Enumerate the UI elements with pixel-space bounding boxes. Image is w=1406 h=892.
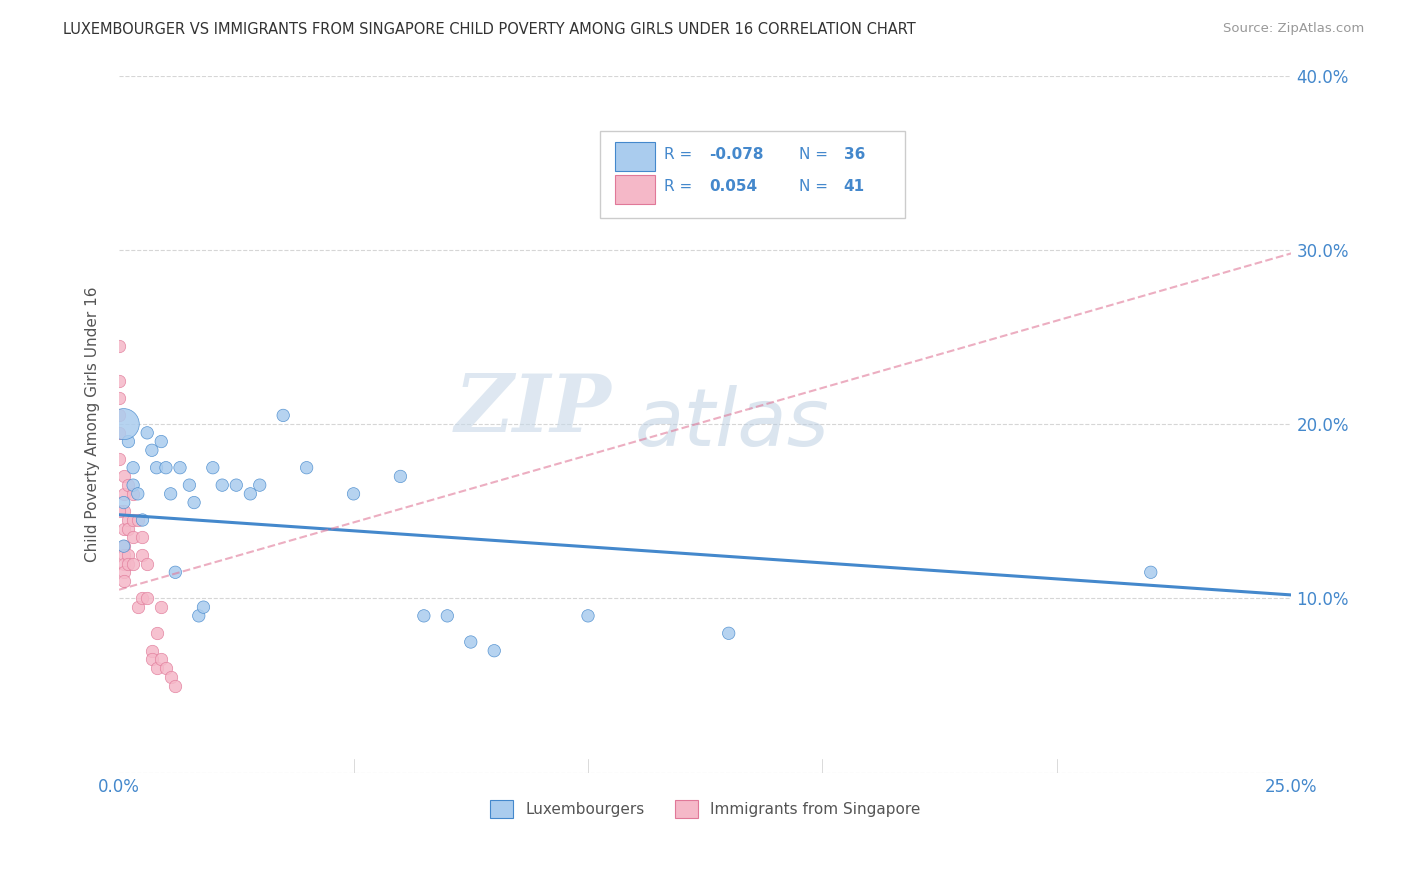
Text: atlas: atlas xyxy=(636,385,830,463)
Point xyxy=(412,608,434,623)
Point xyxy=(717,626,740,640)
Point xyxy=(112,495,135,509)
Point xyxy=(136,425,159,440)
Point xyxy=(165,566,187,580)
Point xyxy=(127,513,149,527)
Point xyxy=(108,425,131,440)
Point xyxy=(141,652,163,666)
Point xyxy=(117,434,139,449)
Point xyxy=(117,522,139,536)
Point xyxy=(122,460,145,475)
Point xyxy=(108,391,131,405)
Point xyxy=(169,460,191,475)
Point xyxy=(127,487,149,501)
FancyBboxPatch shape xyxy=(614,142,655,171)
Point xyxy=(131,591,153,606)
Text: -0.078: -0.078 xyxy=(709,146,763,161)
Point xyxy=(117,513,139,527)
Point xyxy=(136,557,159,571)
FancyBboxPatch shape xyxy=(600,131,904,219)
Point xyxy=(225,478,247,492)
Point xyxy=(249,478,271,492)
Point xyxy=(122,530,145,544)
Point xyxy=(155,661,177,675)
Point xyxy=(122,487,145,501)
Point xyxy=(141,443,163,458)
Point xyxy=(112,574,135,588)
Point xyxy=(112,539,135,553)
Point xyxy=(108,409,131,423)
Point xyxy=(1139,566,1161,580)
Point xyxy=(201,460,224,475)
Point xyxy=(145,661,167,675)
Point xyxy=(108,504,131,518)
Text: R =: R = xyxy=(664,178,702,194)
Text: ZIP: ZIP xyxy=(454,371,612,449)
Point xyxy=(187,608,209,623)
Point xyxy=(145,626,167,640)
Point xyxy=(108,339,131,353)
FancyBboxPatch shape xyxy=(614,175,655,203)
Point xyxy=(159,670,181,684)
Point xyxy=(136,591,159,606)
Point xyxy=(112,522,135,536)
Point xyxy=(117,548,139,562)
Point xyxy=(131,513,153,527)
Text: 41: 41 xyxy=(844,178,865,194)
Point xyxy=(436,608,458,623)
Point xyxy=(239,487,262,501)
Point xyxy=(145,460,167,475)
Point xyxy=(112,504,135,518)
Y-axis label: Child Poverty Among Girls Under 16: Child Poverty Among Girls Under 16 xyxy=(86,286,100,562)
Text: 0.054: 0.054 xyxy=(709,178,756,194)
Text: Source: ZipAtlas.com: Source: ZipAtlas.com xyxy=(1223,22,1364,36)
Point xyxy=(122,557,145,571)
Point xyxy=(342,487,364,501)
Point xyxy=(576,608,599,623)
Point xyxy=(183,495,205,509)
Point xyxy=(112,548,135,562)
Point xyxy=(117,478,139,492)
Point xyxy=(131,530,153,544)
Point xyxy=(150,652,173,666)
Legend: Luxembourgers, Immigrants from Singapore: Luxembourgers, Immigrants from Singapore xyxy=(484,794,927,824)
Point xyxy=(122,513,145,527)
Point xyxy=(150,600,173,615)
Text: 36: 36 xyxy=(844,146,865,161)
Text: LUXEMBOURGER VS IMMIGRANTS FROM SINGAPORE CHILD POVERTY AMONG GIRLS UNDER 16 COR: LUXEMBOURGER VS IMMIGRANTS FROM SINGAPOR… xyxy=(63,22,917,37)
Text: N =: N = xyxy=(799,146,832,161)
Point xyxy=(117,557,139,571)
Point xyxy=(179,478,201,492)
Point xyxy=(165,679,187,693)
Point xyxy=(193,600,215,615)
Point xyxy=(112,566,135,580)
Point xyxy=(460,635,482,649)
Text: N =: N = xyxy=(799,178,832,194)
Point xyxy=(159,487,181,501)
Point xyxy=(484,644,506,658)
Point xyxy=(131,548,153,562)
Point xyxy=(122,478,145,492)
Point xyxy=(389,469,412,483)
Point xyxy=(211,478,233,492)
Point xyxy=(271,409,294,423)
Point xyxy=(112,557,135,571)
Point xyxy=(112,469,135,483)
Point xyxy=(155,460,177,475)
Point xyxy=(127,600,149,615)
Point xyxy=(141,644,163,658)
Point xyxy=(112,539,135,553)
Point xyxy=(150,434,173,449)
Point xyxy=(112,487,135,501)
Point xyxy=(112,417,135,431)
Point xyxy=(295,460,318,475)
Text: R =: R = xyxy=(664,146,697,161)
Point xyxy=(108,374,131,388)
Point xyxy=(108,452,131,467)
